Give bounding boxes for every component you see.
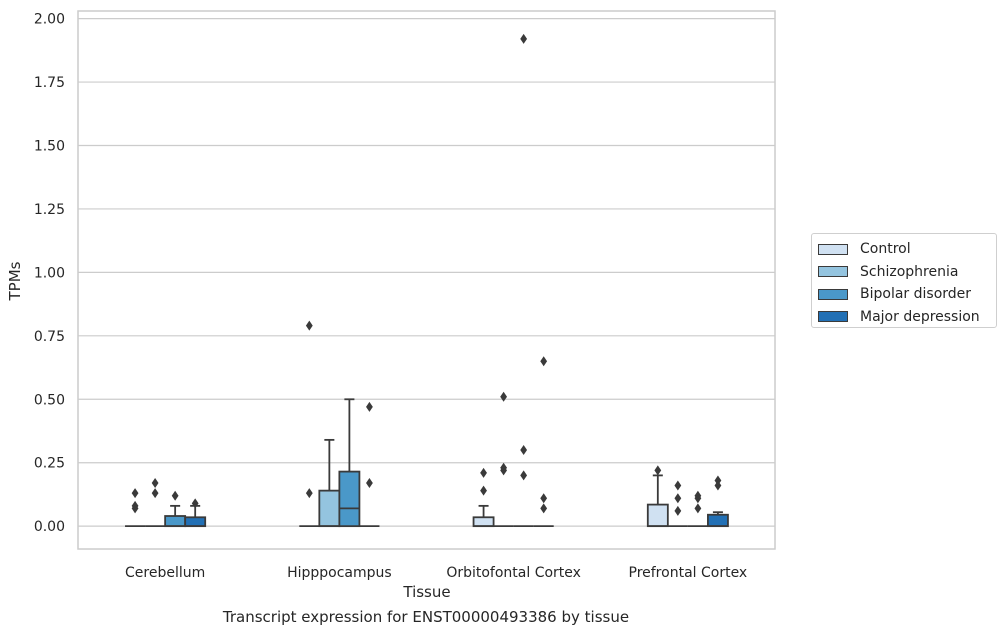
outlier-point: [694, 493, 702, 504]
box-rect: [338, 470, 361, 528]
legend-swatch-schizophrenia: [818, 266, 848, 278]
box-element: [318, 438, 341, 528]
legend-label-major-depression: Major depression: [860, 308, 980, 325]
outlier-point: [540, 503, 548, 514]
outlier-point: [191, 498, 199, 509]
box-element: [493, 391, 514, 528]
legend-swatch-major-depression: [818, 311, 848, 323]
outlier-point: [694, 503, 702, 514]
x-tick-label: Orbitofontal Cortex: [446, 565, 581, 581]
x-tick-label: Hipppocampus: [287, 565, 392, 581]
legend-item-control: Control: [818, 238, 996, 261]
outlier-point: [520, 445, 528, 456]
box-element: [533, 356, 554, 528]
y-tick-label: 1.25: [34, 202, 65, 218]
x-tick-label: Prefrontal Cortex: [629, 565, 748, 581]
legend-item-bipolar-disorder: Bipolar disorder: [818, 283, 996, 306]
y-tick-label: 1.75: [34, 75, 65, 91]
box-element: [145, 478, 166, 528]
chart-caption: Transcript expression for ENST0000049338…: [222, 608, 630, 626]
box-element: [184, 498, 207, 528]
legend-item-schizophrenia: Schizophrenia: [818, 261, 996, 284]
outlier-point: [654, 465, 662, 476]
box-element: [125, 488, 146, 528]
outlier-point: [171, 490, 179, 501]
box-element: [646, 465, 669, 528]
y-tick-label: 1.00: [34, 265, 65, 281]
box-element: [299, 320, 320, 528]
y-tick-label: 2.00: [34, 12, 65, 28]
legend-swatch-bipolar-disorder: [818, 288, 848, 300]
outlier-point: [480, 485, 487, 496]
box-element: [513, 33, 534, 528]
outlier-point: [151, 488, 159, 499]
plot-frame: [77, 10, 776, 550]
box-element: [338, 398, 361, 528]
outlier-point: [500, 391, 508, 402]
outlier-point: [131, 488, 139, 499]
legend-swatch-control: [818, 243, 848, 255]
box-rect: [164, 515, 187, 528]
box-rect: [318, 489, 341, 528]
outlier-point: [674, 493, 682, 504]
box-element: [359, 401, 380, 528]
box-rect: [184, 516, 207, 528]
y-tick-label: 0.00: [34, 519, 65, 535]
y-tick-label: 0.75: [34, 329, 65, 345]
outlier-point: [520, 470, 528, 481]
box-rect: [472, 516, 495, 528]
outlier-point: [131, 503, 139, 514]
x-axis-label: Tissue: [402, 583, 450, 601]
outlier-point: [714, 475, 722, 486]
box-rect: [646, 503, 669, 528]
outlier-point: [674, 505, 682, 516]
box-element: [472, 467, 495, 528]
box-element: [687, 490, 708, 528]
y-tick-label: 0.25: [34, 456, 65, 472]
box-series: [125, 33, 729, 528]
outlier-point: [305, 320, 313, 331]
box-element: [667, 480, 688, 528]
outlier-point: [714, 480, 722, 491]
outlier-point: [305, 488, 313, 499]
outlier-point: [366, 478, 373, 489]
legend: Control Schizophrenia Bipolar disorder M…: [811, 233, 997, 328]
gridlines: [78, 18, 775, 527]
outlier-point: [151, 478, 159, 489]
outlier-point: [540, 493, 548, 504]
legend-label-schizophrenia: Schizophrenia: [860, 263, 959, 280]
legend-item-major-depression: Major depression: [818, 306, 996, 329]
outlier-point: [674, 480, 682, 491]
outlier-point: [480, 467, 487, 478]
outlier-point: [500, 465, 508, 476]
outlier-point: [366, 401, 373, 412]
outlier-point: [520, 33, 528, 44]
y-axis-label: TPMs: [6, 261, 24, 301]
box-rect: [707, 513, 729, 528]
outlier-point: [540, 356, 548, 367]
box-element: [707, 475, 729, 528]
legend-label-control: Control: [860, 241, 911, 258]
y-tick-label: 1.50: [34, 139, 65, 155]
y-tick-label: 0.50: [34, 392, 65, 408]
legend-label-bipolar-disorder: Bipolar disorder: [860, 286, 972, 303]
axes: 0.00 0.25 0.50 0.75 1.00 1.25 1.50 1.75 2.00 Cere…: [34, 10, 776, 581]
x-tick-label: Cerebellum: [125, 565, 205, 581]
box-element: [164, 490, 187, 528]
